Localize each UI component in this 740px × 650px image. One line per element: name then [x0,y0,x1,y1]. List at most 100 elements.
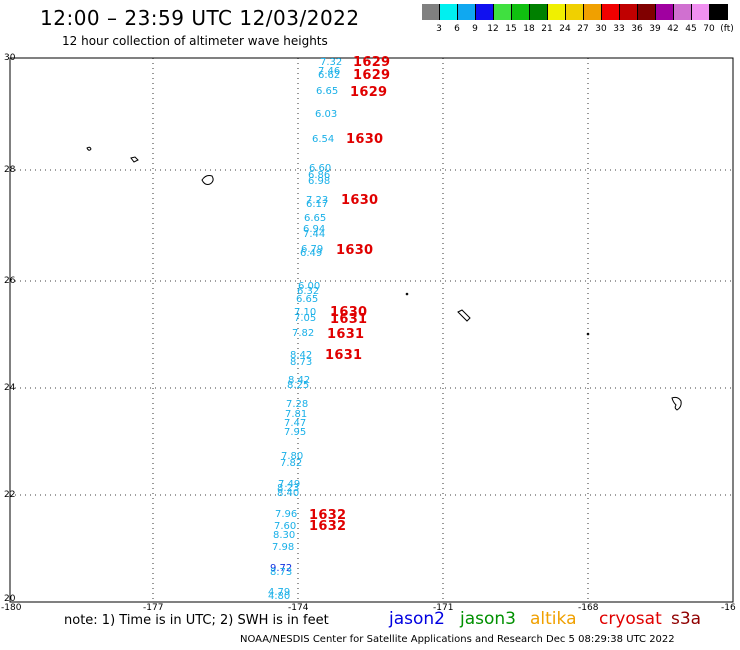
legend-swatch [692,4,710,20]
swh-label: 7.80 [281,451,304,462]
swh-label: 7.05 [294,313,317,324]
swh-label: 6.65 [304,213,327,224]
island-outline [130,156,139,163]
swh-label: 7.60 [274,521,297,532]
time-label: 1629 [350,85,388,100]
legend-swatch [566,4,584,20]
time-label: 1631 [327,327,365,342]
swh-label: 6.17 [306,199,329,210]
lon-label: -16 [721,603,736,613]
legend-label: 18 [523,24,535,34]
island-outlines [86,146,682,411]
lat-label: 24 [4,383,16,393]
lat-label: 28 [4,165,16,175]
swh-label: 6.62 [318,70,341,81]
swh-label: 6.98 [308,176,331,187]
swh-label: 7.28 [286,399,309,410]
swh-label: 6.60 [309,163,332,174]
swh-label: 9.72 [270,563,293,574]
time-label: 1632 [309,519,347,534]
swh-label: 7.81 [285,409,308,420]
swh-label: 8.40 [277,488,300,499]
legend-label: 12 [487,24,499,34]
legend-swatch [710,4,728,20]
map-border [9,57,734,603]
swh-label: 7.82 [280,458,303,469]
legend-label: 15 [505,24,517,34]
time-label: 1630 [346,132,384,147]
swh-label: 7.46 [318,66,341,77]
legend-label: 36 [631,24,643,34]
legend-label: 39 [649,24,661,34]
legend-label: 45 [685,24,697,34]
legend-swatch [584,4,602,20]
swh-label: 7.32 [320,57,343,68]
legend-label: 24 [559,24,571,34]
swh-label: 8.23 [277,483,300,494]
swh-label: 8.42 [288,375,311,386]
time-label: 1630 [330,305,368,320]
legend-label: 30 [595,24,607,34]
time-label: 1632 [309,508,347,523]
satellite-label-s3a: s3a [671,609,702,629]
legend-label: 3 [436,24,442,34]
legend-swatch [638,4,656,20]
swh-label: 6.65 [296,294,319,305]
island-outline [671,396,682,411]
legend-swatch [530,4,548,20]
island-outline [405,292,409,296]
lat-label: 22 [4,490,16,500]
lon-label: -174 [288,603,309,613]
lat-label: 20 [4,594,16,604]
legend-label: 33 [613,24,625,34]
swh-label: 6.03 [315,109,338,120]
swh-label: 6.79 [301,244,324,255]
time-label: 1630 [336,243,374,258]
legend-label: 21 [541,24,553,34]
swh-label: 8.42 [290,350,313,361]
legend-swatch [458,4,476,20]
legend-swatch [494,4,512,20]
swh-label: 7.96 [275,509,298,520]
swh-label: 8.73 [270,567,293,578]
swh-label: 7.49 [278,479,301,490]
swh-label: 7.47 [284,418,307,429]
time-label: 1629 [353,55,391,70]
legend-label: 6 [454,24,460,34]
island-outline [586,332,590,336]
legend-swatch [440,4,458,20]
time-label: 1631 [330,312,368,327]
lat-label: 26 [4,276,16,286]
legend-label: 27 [577,24,589,34]
legend-swatch [674,4,692,20]
swh-label: 8.73 [290,357,313,368]
swh-label: 6.32 [297,286,320,297]
footnote: note: 1) Time is in UTC; 2) SWH is in fe… [64,613,329,628]
legend-swatch [422,4,440,20]
swh-label: 4.80 [268,591,291,602]
swh-label: 6.54 [312,134,335,145]
swh-label: 7.98 [272,542,295,553]
legend-label: 9 [472,24,478,34]
satellite-label-jason2: jason2 [389,609,445,629]
time-label: 1629 [353,68,391,83]
lon-label: -180 [1,603,22,613]
swh-label: 6.94 [303,224,326,235]
legend-swatch [620,4,638,20]
time-label: 1631 [325,348,363,363]
graticule [10,58,733,602]
time-label: 1630 [341,193,379,208]
page-subtitle: 12 hour collection of altimeter wave hei… [62,34,328,48]
satellite-label-cryosat: cryosat [599,609,662,629]
legend-label: (ft) [720,24,734,34]
swh-label: 6.00 [298,281,321,292]
lon-label: -177 [143,603,164,613]
legend-swatch [476,4,494,20]
swh-label: 6.86 [308,170,331,181]
swh-label: 7.82 [292,328,315,339]
legend-swatch [512,4,530,20]
island-outline [86,146,92,151]
island-outline [201,175,214,185]
swh-label: 7.44 [303,229,326,240]
